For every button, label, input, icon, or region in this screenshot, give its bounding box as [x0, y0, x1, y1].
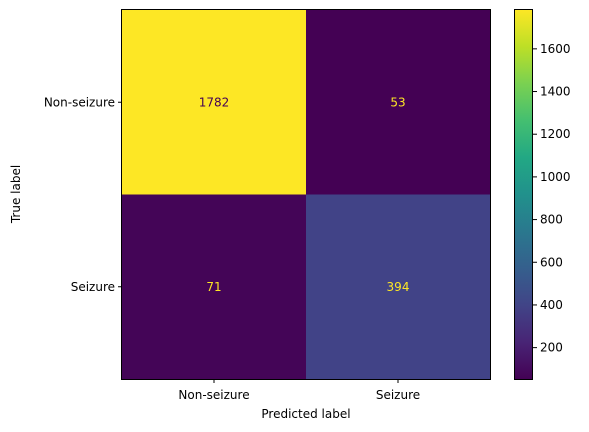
colorbar-tick-label: 400: [540, 298, 563, 312]
plot-frame: [121, 9, 491, 380]
cell-value-label: 394: [387, 280, 410, 294]
colorbar-tick-label: 1000: [540, 170, 571, 184]
y-axis-label: True label: [9, 165, 23, 224]
cell-value-label: 71: [206, 280, 221, 294]
heatmap-cell: [306, 194, 490, 379]
heatmap-cell: [122, 194, 306, 379]
x-tick-label: Seizure: [376, 388, 420, 402]
colorbar-tick-label: 200: [540, 341, 563, 355]
colorbar-gradient: [514, 9, 533, 380]
heatmap-cell: [306, 10, 490, 195]
cell-value-label: 1782: [199, 95, 230, 109]
colorbar-tick-label: 600: [540, 255, 563, 269]
y-axis: Non-seizure Seizure: [44, 95, 122, 294]
cell-value-labels: 1782 53 71 394: [199, 95, 410, 294]
colorbar-tick-label: 1200: [540, 127, 571, 141]
y-tick-label: Non-seizure: [44, 95, 115, 109]
y-tick-label: Seizure: [71, 280, 115, 294]
colorbar: 200 400 600 800 1000 1200 1400 1600: [514, 9, 571, 380]
heatmap-cells: [122, 10, 490, 379]
colorbar-tick-label: 1400: [540, 85, 571, 99]
x-axis: Non-seizure Seizure: [178, 379, 420, 402]
x-axis-label: Predicted label: [261, 407, 350, 421]
colorbar-tick-label: 800: [540, 213, 563, 227]
colorbar-tick-label: 1600: [540, 42, 571, 56]
heatmap-cell: [122, 10, 306, 195]
colorbar-ticks: 200 400 600 800 1000 1200 1400 1600: [533, 42, 571, 355]
cell-value-label: 53: [390, 95, 405, 109]
x-tick-label: Non-seizure: [178, 388, 249, 402]
